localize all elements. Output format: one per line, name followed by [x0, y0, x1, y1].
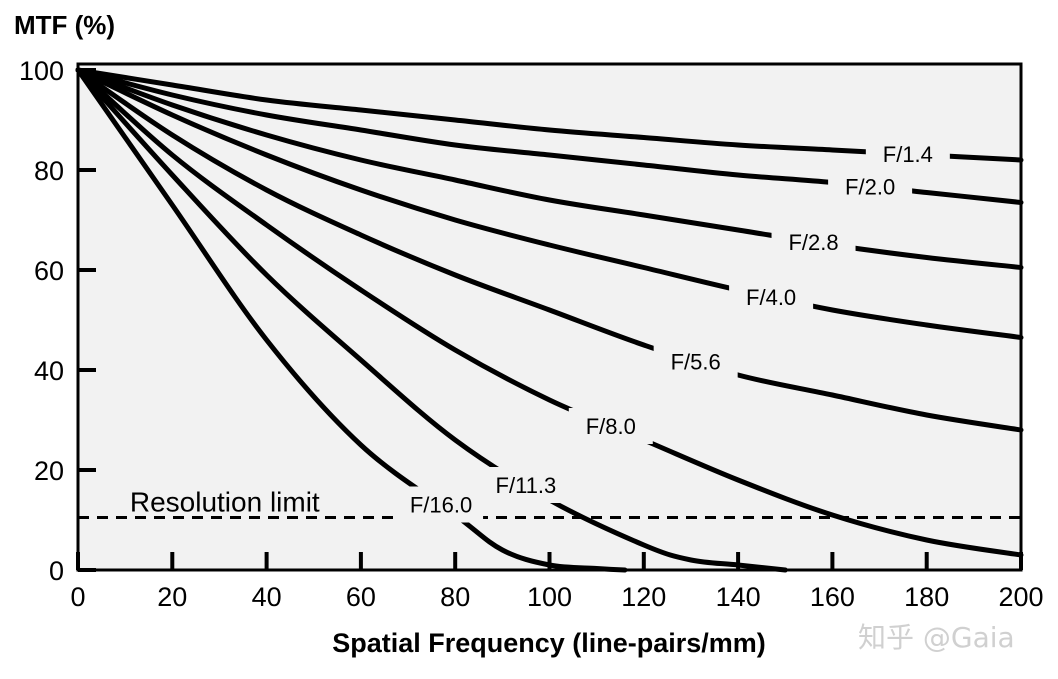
series-label: F/5.6 [671, 350, 721, 375]
series-label-bg [865, 136, 950, 172]
series-label-bg [483, 467, 568, 503]
x-tick-label: 80 [440, 582, 470, 612]
series-line [75, 67, 1024, 340]
x-tick-label: 20 [157, 582, 187, 612]
series-label: F/2.0 [845, 175, 895, 200]
x-tick-label: 120 [621, 582, 666, 612]
y-tick-label: 40 [34, 356, 64, 386]
y-tick-label: 100 [19, 56, 64, 86]
series-line [75, 67, 788, 573]
series-label-bg [828, 168, 913, 205]
series-line [75, 67, 1024, 270]
series-label: F/4.0 [746, 285, 796, 310]
series-label: F/8.0 [586, 414, 636, 439]
resolution-limit-line: Resolution limit [78, 487, 1021, 519]
series-line [75, 67, 1024, 163]
y-tick-label: 0 [49, 556, 64, 586]
y-tick-label: 80 [34, 156, 64, 186]
series-label: F/11.3 [496, 473, 557, 498]
series-label: F/1.4 [883, 142, 933, 167]
series-labels: F/1.4 F/2.0 F/2.8 F/4.0 F/5.6 F/8.0 F/11.3 F/16… [399, 136, 950, 523]
x-tick-label: 0 [70, 582, 85, 612]
x-tick-label: 60 [346, 582, 376, 612]
x-axis-title: Spatial Frequency (line-pairs/mm) [332, 628, 766, 658]
series-label-bg [399, 486, 484, 523]
x-tick-label: 160 [810, 582, 855, 612]
resolution-limit-label: Resolution limit [130, 487, 320, 518]
series-line [75, 67, 1024, 433]
watermark: 知乎 @Gaia [858, 621, 1015, 654]
x-tick-label: 140 [716, 582, 761, 612]
series-label-bg [568, 408, 653, 444]
y-tick-label: 60 [34, 256, 64, 286]
series-line [75, 67, 1024, 558]
x-tick-label: 100 [527, 582, 572, 612]
series-label-bg [729, 279, 814, 315]
series-line [75, 67, 628, 573]
series-label-bg [653, 343, 738, 380]
series-label: F/2.8 [788, 230, 838, 255]
x-tick-label: 200 [998, 582, 1043, 612]
x-tick-label: 40 [252, 582, 282, 612]
series-label-bg [771, 224, 856, 260]
series-label: F/16.0 [410, 493, 472, 518]
y-axis-title: MTF (%) [14, 10, 116, 40]
y-tick-label: 20 [34, 456, 64, 486]
x-tick-label: 180 [904, 582, 949, 612]
axis-ticks: 0 20 40 60 80 100 120 140 160 180 200 0 20 40 60 80 100 [19, 56, 1044, 612]
